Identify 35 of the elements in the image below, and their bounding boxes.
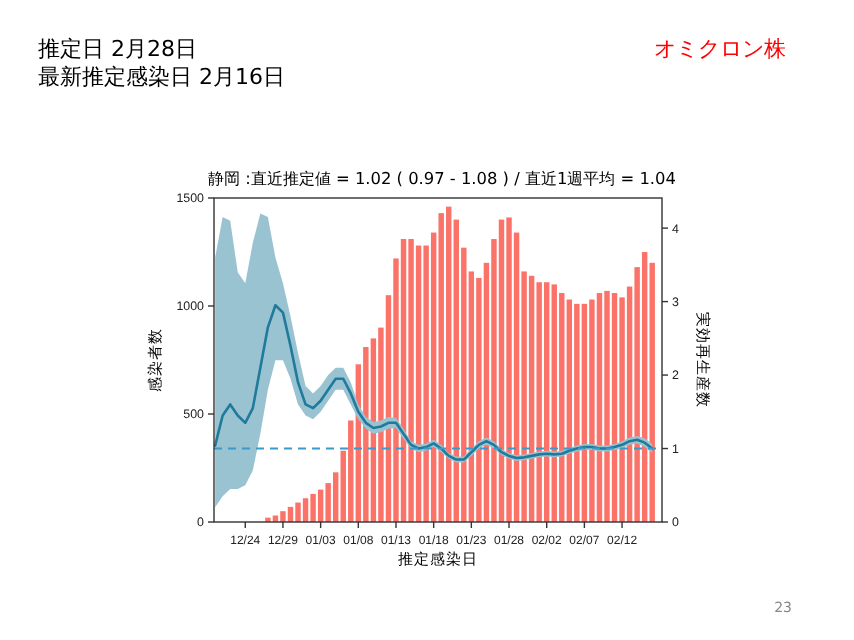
text: 最新推定感染日 2月16日 (38, 64, 285, 90)
bar (438, 213, 444, 522)
bar (649, 262, 655, 522)
bar (589, 299, 595, 522)
chart-title: 静岡 :直近推定値 = 1.02 ( 0.97 - 1.08 ) / 直近1週平均 = 1.04 (208, 168, 676, 188)
text: 推定日 2月28日 (38, 36, 197, 62)
bar (498, 219, 505, 522)
bar (332, 472, 339, 522)
bar (393, 258, 399, 522)
bar (461, 247, 467, 522)
bar (634, 267, 640, 522)
bar (423, 245, 429, 522)
bar (446, 206, 452, 522)
bar (310, 493, 316, 522)
bar (295, 502, 301, 522)
bar (363, 347, 369, 522)
bar (378, 327, 384, 522)
bar (476, 277, 482, 522)
bar (619, 297, 625, 522)
bar (604, 290, 610, 522)
bar (521, 271, 527, 522)
bar (340, 450, 346, 522)
line-series (213, 303, 654, 461)
bar (408, 239, 414, 522)
bar (513, 232, 520, 522)
text: オミクロン株 (654, 36, 786, 62)
bar (574, 303, 580, 522)
bar (536, 282, 542, 522)
bar (280, 511, 286, 522)
bar (348, 420, 354, 522)
bar (543, 282, 550, 522)
bar (506, 217, 512, 522)
bar (491, 239, 497, 522)
bar (325, 483, 331, 522)
bar (596, 293, 603, 522)
